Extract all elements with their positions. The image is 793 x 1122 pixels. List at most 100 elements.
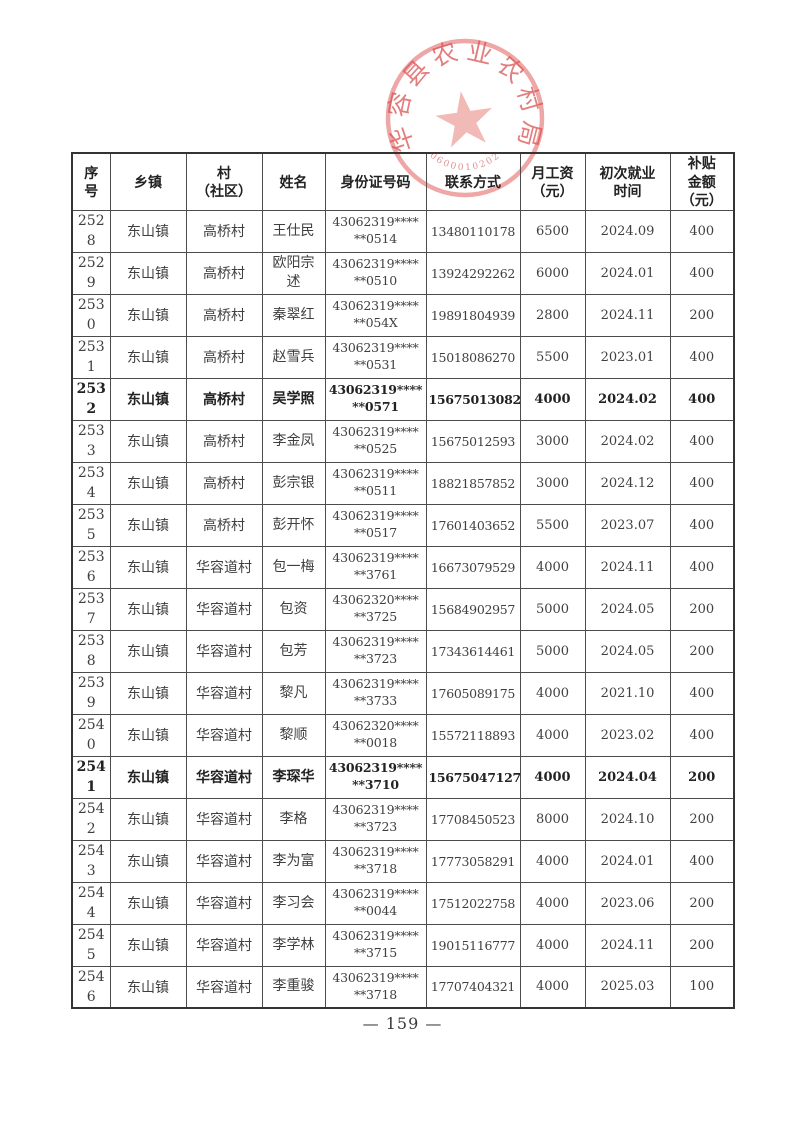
cell-name: 李为富 bbox=[261, 839, 326, 883]
table-row: 2534 东山镇 高桥村 彭宗银 43062319**** **0511 188… bbox=[71, 461, 735, 505]
cell-phone: 13480110178 bbox=[425, 209, 521, 253]
cell-name: 吴学照 bbox=[261, 377, 326, 421]
cell-monthly-salary: 4000 bbox=[519, 545, 586, 589]
table-row: 2540 东山镇 华容道村 黎顺 43062320**** **0018 155… bbox=[71, 713, 735, 757]
cell-employment-date: 2024.12 bbox=[584, 461, 671, 505]
cell-town: 东山镇 bbox=[109, 587, 187, 631]
cell-employment-date: 2024.11 bbox=[584, 923, 671, 967]
cell-id-number: 43062319**** **3718 bbox=[324, 965, 427, 1009]
cell-employment-date: 2024.02 bbox=[584, 419, 671, 463]
cell-id-number: 43062319**** **3723 bbox=[324, 797, 427, 841]
cell-serial: 2528 bbox=[71, 209, 111, 253]
cell-monthly-salary: 3000 bbox=[519, 419, 586, 463]
cell-name: 李格 bbox=[261, 797, 326, 841]
cell-village: 华容道村 bbox=[185, 629, 263, 673]
cell-subsidy-amount: 200 bbox=[669, 923, 735, 967]
cell-subsidy-amount: 200 bbox=[669, 755, 735, 799]
cell-employment-date: 2023.06 bbox=[584, 881, 671, 925]
cell-employment-date: 2024.01 bbox=[584, 251, 671, 295]
table-row: 2531 东山镇 高桥村 赵雪兵 43062319**** **0531 150… bbox=[71, 335, 735, 379]
cell-employment-date: 2024.05 bbox=[584, 629, 671, 673]
cell-id-number: 43062319**** **0531 bbox=[324, 335, 427, 379]
cell-subsidy-amount: 400 bbox=[669, 671, 735, 715]
cell-name: 李金凤 bbox=[261, 419, 326, 463]
cell-name: 李重骏 bbox=[261, 965, 326, 1009]
table-row: 2544 东山镇 华容道村 李习会 43062319**** **0044 17… bbox=[71, 881, 735, 925]
cell-town: 东山镇 bbox=[109, 713, 187, 757]
cell-town: 东山镇 bbox=[109, 335, 187, 379]
star-icon bbox=[435, 91, 492, 148]
svg-text:06000102027: 06000102027 bbox=[365, 18, 501, 173]
cell-serial: 2535 bbox=[71, 503, 111, 547]
header-serial: 序 号 bbox=[71, 152, 111, 211]
cell-name: 秦翠红 bbox=[261, 293, 326, 337]
cell-monthly-salary: 8000 bbox=[519, 797, 586, 841]
cell-employment-date: 2024.04 bbox=[584, 755, 671, 799]
cell-serial: 2529 bbox=[71, 251, 111, 295]
cell-name: 李学林 bbox=[261, 923, 326, 967]
cell-monthly-salary: 4000 bbox=[519, 839, 586, 883]
cell-serial: 2546 bbox=[71, 965, 111, 1009]
header-name: 姓名 bbox=[261, 152, 326, 211]
cell-village: 高桥村 bbox=[185, 461, 263, 505]
cell-phone: 15675012593 bbox=[425, 419, 521, 463]
cell-name: 彭开怀 bbox=[261, 503, 326, 547]
cell-village: 高桥村 bbox=[185, 377, 263, 421]
cell-town: 东山镇 bbox=[109, 965, 187, 1009]
seal-serial: 06000102027 bbox=[362, 11, 501, 173]
cell-town: 东山镇 bbox=[109, 797, 187, 841]
table-row: 2543 东山镇 华容道村 李为富 43062319**** **3718 17… bbox=[71, 839, 735, 883]
cell-name: 黎凡 bbox=[261, 671, 326, 715]
cell-town: 东山镇 bbox=[109, 209, 187, 253]
cell-monthly-salary: 4000 bbox=[519, 923, 586, 967]
cell-village: 华容道村 bbox=[185, 965, 263, 1009]
cell-phone: 19891804939 bbox=[425, 293, 521, 337]
cell-id-number: 43062319**** **0525 bbox=[324, 419, 427, 463]
cell-name: 欧阳宗述 bbox=[261, 251, 326, 295]
cell-serial: 2541 bbox=[71, 755, 111, 799]
cell-town: 东山镇 bbox=[109, 839, 187, 883]
cell-subsidy-amount: 400 bbox=[669, 545, 735, 589]
cell-phone: 17343614461 bbox=[425, 629, 521, 673]
cell-name: 李习会 bbox=[261, 881, 326, 925]
cell-village: 高桥村 bbox=[185, 251, 263, 295]
table-row: 2546 东山镇 华容道村 李重骏 43062319**** **3718 17… bbox=[71, 965, 735, 1009]
cell-town: 东山镇 bbox=[109, 881, 187, 925]
header-village: 村 （社区） bbox=[185, 152, 263, 211]
cell-monthly-salary: 6500 bbox=[519, 209, 586, 253]
cell-village: 华容道村 bbox=[185, 755, 263, 799]
table-header-row: 序 号乡镇村 （社区） 姓名 身份证号码 联系方式 月工资 （元） 初次就业 时间 补贴 金… bbox=[71, 152, 735, 211]
cell-monthly-salary: 4000 bbox=[519, 881, 586, 925]
cell-monthly-salary: 2800 bbox=[519, 293, 586, 337]
cell-name: 李琛华 bbox=[261, 755, 326, 799]
cell-town: 东山镇 bbox=[109, 251, 187, 295]
cell-serial: 2534 bbox=[71, 461, 111, 505]
cell-serial: 2542 bbox=[71, 797, 111, 841]
cell-serial: 2533 bbox=[71, 419, 111, 463]
cell-subsidy-amount: 400 bbox=[669, 377, 735, 421]
cell-serial: 2530 bbox=[71, 293, 111, 337]
cell-town: 东山镇 bbox=[109, 671, 187, 715]
header-phone: 联系方式 bbox=[425, 152, 521, 211]
cell-monthly-salary: 5500 bbox=[519, 503, 586, 547]
cell-village: 高桥村 bbox=[185, 503, 263, 547]
table-row: 2541 东山镇 华容道村 李琛华 43062319**** **3710 15… bbox=[71, 755, 735, 799]
cell-serial: 2545 bbox=[71, 923, 111, 967]
cell-id-number: 43062319**** **3715 bbox=[324, 923, 427, 967]
cell-id-number: 43062319**** **0571 bbox=[324, 377, 427, 421]
table-row: 2529 东山镇 高桥村 欧阳宗述 43062319**** **0510 13… bbox=[71, 251, 735, 295]
cell-serial: 2543 bbox=[71, 839, 111, 883]
cell-id-number: 43062319**** **3718 bbox=[324, 839, 427, 883]
cell-id-number: 43062320**** **3725 bbox=[324, 587, 427, 631]
cell-village: 华容道村 bbox=[185, 839, 263, 883]
table-row: 2545 东山镇 华容道村 李学林 43062319**** **3715 19… bbox=[71, 923, 735, 967]
cell-town: 东山镇 bbox=[109, 629, 187, 673]
cell-town: 东山镇 bbox=[109, 461, 187, 505]
cell-id-number: 43062319**** **0044 bbox=[324, 881, 427, 925]
table-row: 2538 东山镇 华容道村 包芳 43062319**** **3723 173… bbox=[71, 629, 735, 673]
cell-subsidy-amount: 400 bbox=[669, 461, 735, 505]
cell-id-number: 43062320**** **0018 bbox=[324, 713, 427, 757]
cell-town: 东山镇 bbox=[109, 503, 187, 547]
table-row: 2542 东山镇 华容道村 李格 43062319**** **3723 177… bbox=[71, 797, 735, 841]
